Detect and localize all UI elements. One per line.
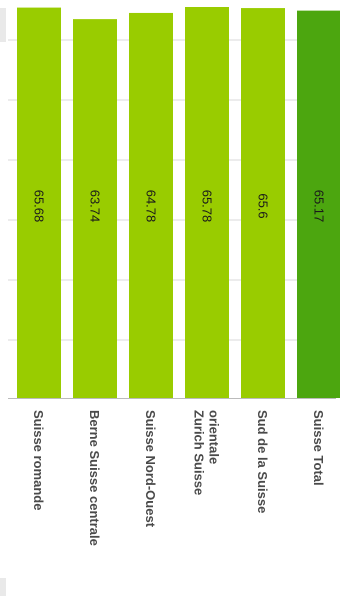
category-label-3: Zurich Suisseorientale	[192, 410, 222, 495]
value-label-2: 64.78	[144, 190, 159, 223]
category-label-1: Berne Suisse centrale	[88, 410, 103, 546]
bars	[17, 7, 340, 399]
top-edge-strip	[0, 8, 6, 42]
bar-5[interactable]	[297, 10, 340, 398]
value-label-4: 65.6	[256, 193, 271, 218]
bar-2[interactable]	[129, 12, 173, 398]
value-label-0: 65.68	[32, 190, 47, 223]
bar-4[interactable]	[241, 8, 285, 399]
category-label-2: Suisse Nord-Ouest	[144, 410, 159, 528]
category-label-4: Sud de la Suisse	[256, 410, 271, 513]
bottom-edge-strip	[0, 578, 6, 596]
category-labels: Suisse romande Berne Suisse centrale Suiss…	[32, 410, 327, 546]
bar-3[interactable]	[185, 7, 229, 398]
value-label-3: 65.78	[200, 190, 215, 223]
category-label-5: Suisse Total	[312, 410, 327, 486]
value-label-1: 63.74	[88, 190, 103, 223]
value-labels: 65.68 63.74 64.78 65.78 65.6 65.17	[32, 190, 327, 223]
value-label-5: 65.17	[312, 190, 327, 223]
bar-0[interactable]	[17, 7, 61, 399]
category-label-0: Suisse romande	[32, 410, 47, 510]
bar-1[interactable]	[73, 19, 117, 398]
